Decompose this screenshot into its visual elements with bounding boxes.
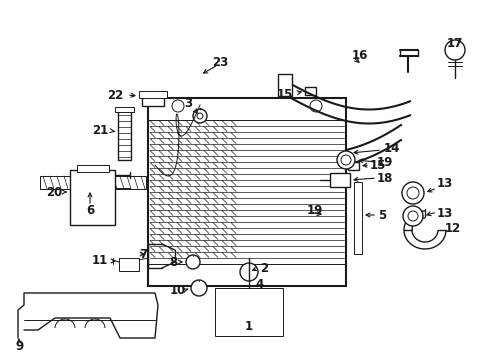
Text: 22: 22 [107, 89, 123, 102]
Bar [148, 98, 346, 286]
Text: 9: 9 [15, 339, 23, 352]
Circle shape [406, 187, 418, 199]
Text: 6: 6 [86, 203, 94, 216]
Bar [118, 110, 131, 160]
Circle shape [193, 109, 206, 123]
Bar [139, 91, 167, 98]
Bar [329, 173, 349, 187]
Text: 14: 14 [383, 141, 399, 154]
Text: 23: 23 [211, 55, 228, 68]
Circle shape [240, 263, 258, 281]
Bar [305, 87, 315, 95]
Text: 2: 2 [260, 262, 267, 275]
Text: 10: 10 [169, 284, 186, 297]
Bar [77, 165, 109, 172]
Bar [353, 182, 361, 254]
Circle shape [444, 40, 464, 60]
Text: 18: 18 [376, 171, 392, 185]
Text: 15: 15 [369, 158, 386, 171]
Text: 4: 4 [255, 278, 264, 291]
Circle shape [185, 255, 200, 269]
Text: 20: 20 [46, 185, 62, 198]
Text: 11: 11 [92, 255, 108, 267]
Bar [215, 288, 283, 336]
Bar [347, 162, 358, 170]
Text: 3: 3 [183, 96, 192, 109]
Text: 17: 17 [446, 36, 462, 50]
Circle shape [197, 113, 203, 119]
Bar [70, 170, 115, 225]
Text: 13: 13 [436, 207, 452, 220]
Text: 5: 5 [377, 208, 386, 221]
Bar [119, 258, 139, 271]
Bar [278, 74, 291, 96]
Circle shape [407, 211, 417, 221]
Text: 7: 7 [139, 248, 147, 261]
Circle shape [172, 100, 183, 112]
Text: 13: 13 [436, 176, 452, 189]
Text: 16: 16 [351, 49, 367, 62]
Text: 8: 8 [168, 256, 177, 269]
Circle shape [401, 182, 423, 204]
Circle shape [340, 155, 350, 165]
Circle shape [309, 100, 321, 112]
Bar [142, 96, 163, 106]
Text: 21: 21 [92, 123, 108, 136]
Text: 19: 19 [306, 203, 323, 216]
Text: 19: 19 [376, 156, 392, 168]
Circle shape [336, 151, 354, 169]
Circle shape [402, 206, 422, 226]
Circle shape [191, 280, 206, 296]
Text: 12: 12 [444, 221, 460, 234]
Bar [115, 107, 134, 112]
Text: 1: 1 [244, 320, 253, 333]
Text: 15: 15 [276, 87, 293, 100]
Bar [40, 176, 146, 189]
